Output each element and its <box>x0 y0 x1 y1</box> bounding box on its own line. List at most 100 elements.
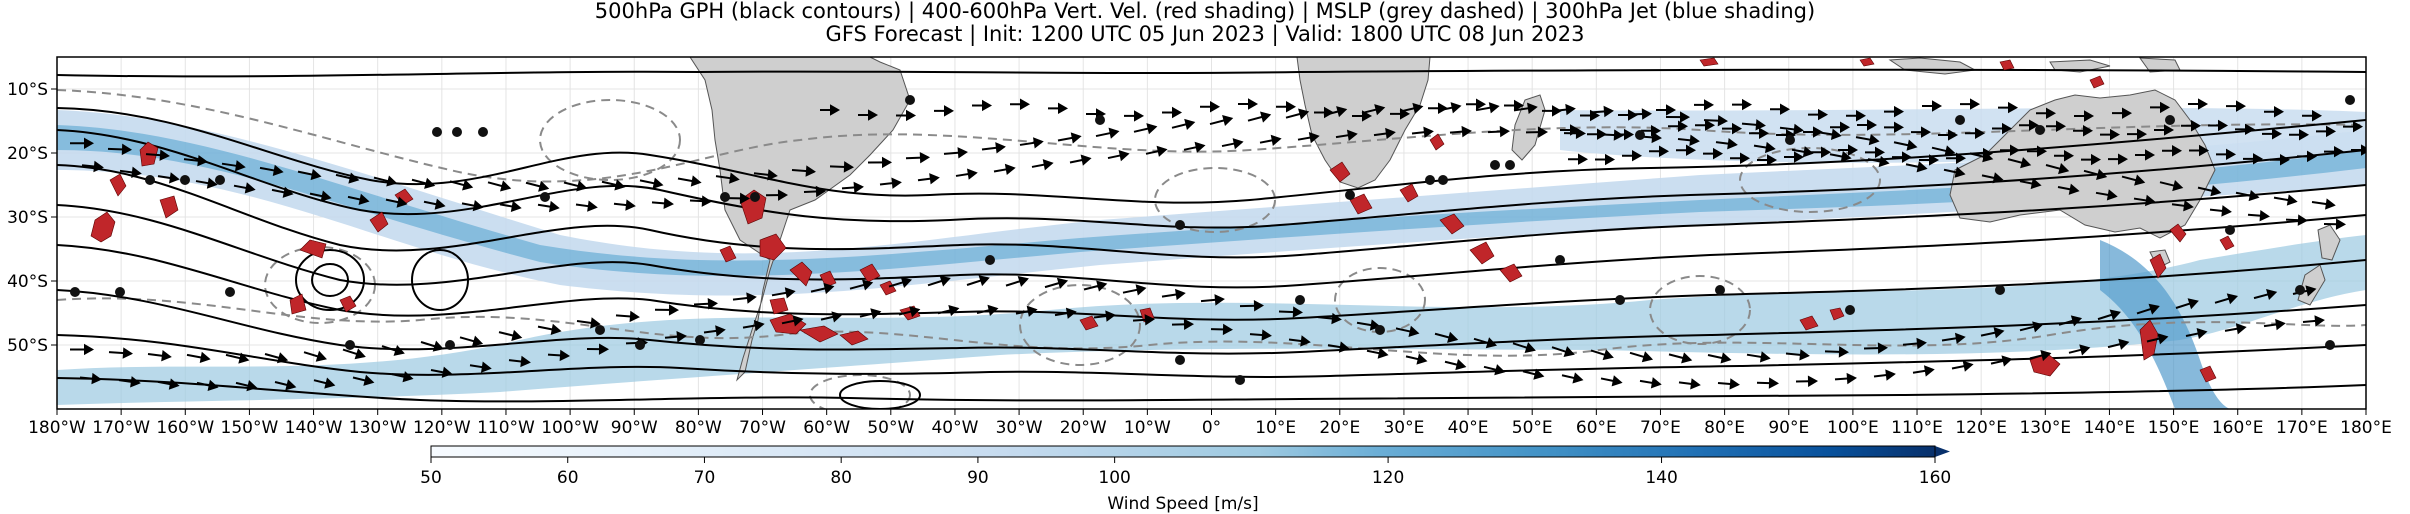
station-dot <box>1345 190 1355 200</box>
gph-contour <box>57 204 2366 289</box>
x-tick-label: 20°W <box>1060 418 1107 438</box>
wind-arrow <box>145 149 170 161</box>
wind-arrow <box>651 197 674 210</box>
wind-arrow <box>225 352 250 364</box>
wind-arrow <box>981 142 1006 154</box>
wind-arrow <box>1892 151 1913 163</box>
wind-arrow <box>1703 114 1728 127</box>
wind-arrow <box>1641 124 1662 137</box>
wind-arrow <box>1707 352 1732 364</box>
wind-arrow <box>2083 168 2108 180</box>
x-tick-label: 20°E <box>1319 418 1360 438</box>
wind-arrow <box>2253 288 2278 301</box>
wind-arrow <box>563 180 588 192</box>
wind-arrow <box>423 198 446 210</box>
wind-arrow <box>1746 351 1771 363</box>
x-tick-label: 170°W <box>92 418 150 438</box>
wind-arrow <box>943 147 968 159</box>
ascent-region <box>769 305 1155 346</box>
wind-arrow <box>525 180 550 192</box>
wind-arrow <box>1483 364 1506 376</box>
wind-arrow <box>1808 108 1829 121</box>
wind-arrow <box>1504 99 1525 112</box>
wind-arrow <box>2107 338 2130 350</box>
wind-arrow <box>1946 152 1967 164</box>
wind-arrow <box>1031 159 1054 171</box>
wind-arrow <box>1893 139 1918 151</box>
ascent-region <box>719 189 897 315</box>
wind-arrow <box>1855 133 1880 146</box>
wind-arrow <box>1466 98 1487 110</box>
wind-arrow <box>1865 146 1886 159</box>
wind-arrow <box>2081 153 2102 166</box>
wind-arrow <box>1587 128 1608 140</box>
station-dot <box>225 287 235 297</box>
wind-arrow <box>1990 355 2013 367</box>
wind-arrow <box>1335 129 1358 141</box>
wind-arrow <box>1249 329 1272 341</box>
wind-arrow <box>420 340 444 352</box>
wind-arrow <box>303 350 327 362</box>
wind-arrow <box>1834 372 1857 385</box>
station-dot <box>985 255 995 265</box>
wind-arrow <box>1171 318 1195 331</box>
x-tick-label: 70°W <box>739 418 786 438</box>
x-tick-label: 150°W <box>221 418 279 438</box>
wind-arrow <box>461 200 484 212</box>
gph-contour <box>57 68 2366 78</box>
wind-arrow <box>1247 111 1272 123</box>
wind-arrow <box>1785 349 1810 361</box>
wind-arrow <box>1473 337 1498 349</box>
wind-arrow <box>449 179 474 191</box>
wind-arrow <box>1327 341 1350 353</box>
wind-arrow <box>1902 337 1927 350</box>
wind-arrow <box>810 282 835 295</box>
wind-arrow <box>2214 293 2239 305</box>
wind-arrow <box>2270 154 2291 166</box>
wind-arrow <box>2121 174 2146 186</box>
station-dot <box>1438 175 1448 185</box>
wind-arrow <box>1568 153 1589 165</box>
x-tick-label: 0° <box>1202 418 1221 438</box>
wind-arrow <box>1629 351 1654 363</box>
wind-arrow <box>2297 150 2318 163</box>
station-dot <box>478 127 488 137</box>
wind-arrow <box>157 172 180 184</box>
colorbar-tick-label: 70 <box>694 468 716 488</box>
wind-arrow <box>1784 151 1805 163</box>
ascent-region <box>1799 307 1845 331</box>
station-dot <box>70 287 80 297</box>
wind-arrow <box>1145 145 1168 157</box>
wind-arrow <box>1694 99 1715 111</box>
wind-arrow <box>693 298 718 310</box>
map-panel <box>56 56 2367 410</box>
wind-arrow <box>1352 110 1373 122</box>
colorbar-tick-label: 90 <box>967 468 989 488</box>
wind-arrow <box>1922 100 1943 112</box>
new-zealand-south <box>2297 264 2326 306</box>
wind-arrow <box>1580 109 1601 122</box>
wind-arrow <box>2209 205 2232 217</box>
wind-arrow <box>2046 120 2067 132</box>
wind-arrow <box>1221 138 1244 150</box>
station-dot <box>345 340 355 350</box>
x-tick-label: 90°W <box>611 418 658 438</box>
wind-arrow <box>1695 119 1716 131</box>
station-dot <box>452 127 462 137</box>
wind-arrow <box>1668 352 1693 364</box>
x-tick-label: 120°W <box>413 418 471 438</box>
jet-band-subtropical <box>57 110 2366 296</box>
wind-arrow <box>905 151 930 164</box>
wind-arrow <box>1161 288 1186 301</box>
wind-arrow <box>1717 378 1740 390</box>
wind-arrow <box>2019 177 2042 190</box>
wind-arrow <box>2000 144 2021 156</box>
station-dot <box>445 340 455 350</box>
station-dot <box>1295 295 1305 305</box>
gph-contour <box>57 377 2366 403</box>
wind-arrow <box>313 377 336 389</box>
wind-arrow <box>2159 179 2184 192</box>
mslp-high <box>1154 167 1276 233</box>
wind-arrow <box>993 163 1016 176</box>
wind-arrow <box>1551 346 1575 358</box>
